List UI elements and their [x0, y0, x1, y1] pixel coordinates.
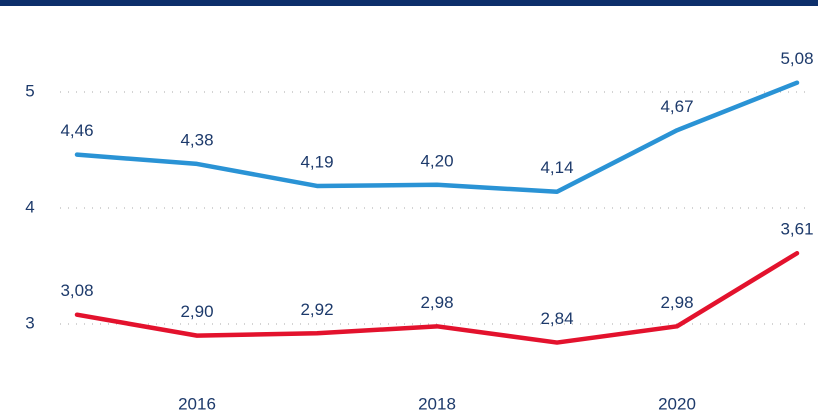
data-label: 2,90 — [180, 302, 213, 321]
data-label: 2,84 — [540, 309, 573, 328]
data-label: 4,14 — [540, 158, 573, 177]
data-label: 4,20 — [420, 151, 453, 170]
data-label: 2,98 — [660, 293, 693, 312]
data-label: 3,61 — [780, 220, 813, 239]
data-label: 4,67 — [660, 97, 693, 116]
data-label: 4,19 — [300, 152, 333, 171]
series-line — [74, 80, 800, 195]
data-label: 2,92 — [300, 300, 333, 319]
x-tick-label: 2018 — [418, 394, 456, 413]
data-label: 4,38 — [180, 130, 213, 149]
y-tick-label: 3 — [25, 313, 34, 332]
data-label: 2,98 — [420, 293, 453, 312]
top-bar — [0, 0, 818, 6]
data-label: 5,08 — [780, 49, 813, 68]
data-label: 3,08 — [60, 281, 93, 300]
y-tick-label: 4 — [25, 197, 34, 216]
x-tick-label: 2020 — [658, 394, 696, 413]
x-tick-label: 2016 — [178, 394, 216, 413]
series-line — [74, 250, 800, 345]
data-label: 4,46 — [60, 121, 93, 140]
y-tick-label: 5 — [25, 81, 34, 100]
